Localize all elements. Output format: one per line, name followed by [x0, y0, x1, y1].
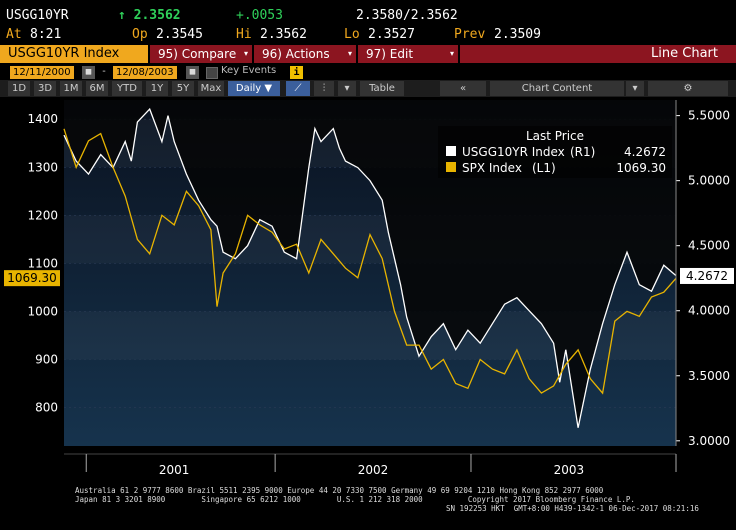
high-value: 2.3562: [260, 27, 307, 42]
prev-label: Prev: [454, 27, 486, 42]
calendar-icon[interactable]: ▦: [82, 66, 95, 79]
usgg-area-above: [64, 100, 676, 428]
left-tick-label: 900: [35, 353, 58, 367]
period-5y-button[interactable]: 5Y: [172, 81, 194, 96]
calendar-icon[interactable]: ▦: [186, 66, 199, 79]
right-tick-label: 4.5000: [688, 239, 730, 253]
spx-series-line: [63, 128, 677, 395]
security-field[interactable]: USGG10YR Index: [0, 45, 148, 63]
chevron-down-icon: ▾: [347, 49, 352, 58]
x-tick-label: 2001: [159, 463, 190, 477]
chart-content-button[interactable]: Chart Content: [490, 81, 624, 96]
chevron-down-icon[interactable]: ▾: [338, 81, 356, 96]
start-date-field[interactable]: 12/11/2000: [10, 66, 74, 79]
chevron-down-icon[interactable]: ▾: [626, 81, 644, 96]
period-3d-button[interactable]: 3D: [34, 81, 56, 96]
low-label: Lo: [344, 27, 360, 42]
info-icon[interactable]: i: [290, 66, 303, 79]
last-price: ↑ 2.3562: [118, 8, 181, 23]
collapse-left-icon[interactable]: «: [440, 81, 486, 96]
high-label: Hi: [236, 27, 252, 42]
compare-label: Compare: [181, 47, 237, 61]
actions-number: 96): [262, 47, 282, 61]
period-1d-button[interactable]: 1D: [8, 81, 30, 96]
legend-title: Last Price: [526, 129, 584, 143]
key-events-checkbox[interactable]: [206, 67, 218, 79]
chart-content-label: Chart Content: [521, 83, 593, 94]
period-ytd-button[interactable]: YTD: [112, 81, 142, 96]
right-tick-label: 3.0000: [688, 434, 730, 448]
legend-box: [438, 126, 672, 178]
legend-spx-name: SPX Index: [462, 161, 522, 175]
time-value: 8:21: [30, 27, 62, 42]
legend-usgg-last: 4.2672: [624, 145, 666, 159]
open-label: Op: [132, 27, 148, 42]
period-6m-button[interactable]: 6M: [86, 81, 108, 96]
legend-swatch-usgg: [446, 146, 456, 156]
end-date-field[interactable]: 12/08/2003: [113, 66, 177, 79]
edit-number: 97): [366, 47, 386, 61]
compare-button[interactable]: 95) Compare ▾: [150, 45, 252, 63]
period-1m-button[interactable]: 1M: [60, 81, 82, 96]
left-tick-label: 800: [35, 401, 58, 415]
x-tick-label: 2003: [554, 463, 585, 477]
bar-style-icon[interactable]: ⫶: [314, 81, 334, 96]
legend-swatch-spx: [446, 162, 456, 172]
edit-button[interactable]: 97) Edit ▾: [358, 45, 458, 63]
actions-button[interactable]: 96) Actions ▾: [254, 45, 356, 63]
compare-number: 95): [158, 47, 178, 61]
legend-spx-axis: (L1): [532, 161, 556, 175]
bid-ask: 2.3580/2.3562: [356, 8, 458, 23]
chart-type-label[interactable]: Line Chart: [460, 45, 736, 63]
time-label: At: [6, 27, 22, 42]
line-chart: 800 900 1000 1100 1200 1300 1400 3.0000 3.5000 4…: [4, 100, 734, 477]
period-max-button[interactable]: Max: [198, 81, 224, 96]
legend-usgg-name: USGG10YR Index: [462, 145, 565, 159]
chevron-down-icon: ▾: [243, 49, 248, 58]
ticker-symbol: USGG10YR: [6, 8, 69, 23]
right-tick-label: 5.0000: [688, 174, 730, 188]
line-chart-icon[interactable]: ⟋: [286, 81, 310, 96]
x-tick-label: 2002: [358, 463, 389, 477]
right-tick-label: 5.5000: [688, 109, 730, 123]
right-tick-label: 3.5000: [688, 369, 730, 383]
footer-line2: Japan 81 3 3201 8900 Singapore 65 6212 1…: [75, 495, 635, 504]
chevron-down-icon: ▾: [449, 49, 454, 58]
period-1y-button[interactable]: 1Y: [146, 81, 168, 96]
open-value: 2.3545: [156, 27, 203, 42]
actions-label: Actions: [285, 47, 330, 61]
prev-value: 2.3509: [494, 27, 541, 42]
legend-spx-last: 1069.30: [616, 161, 666, 175]
left-tick-label: 1200: [27, 208, 58, 222]
left-tick-label: 1400: [27, 112, 58, 126]
usgg-last-tag-label: 4.2672: [686, 269, 728, 283]
frequency-dropdown[interactable]: Daily ▼: [228, 81, 280, 96]
right-tick-label: 4.0000: [688, 304, 730, 318]
left-tick-label: 1100: [27, 256, 58, 270]
left-tick-label: 1000: [27, 304, 58, 318]
key-events-label: Key Events: [221, 65, 277, 76]
gear-icon[interactable]: ⚙: [648, 81, 728, 96]
footer-line3: SN 192253 HKT GMT+8:00 H439-1342-1 06-De…: [446, 504, 699, 513]
spx-last-tag-label: 1069.30: [7, 271, 57, 285]
date-dash: -: [101, 66, 108, 77]
left-tick-label: 1300: [27, 160, 58, 174]
edit-label: Edit: [389, 47, 414, 61]
footer-line1: Australia 61 2 9777 8600 Brazil 5511 239…: [75, 486, 604, 495]
spx-last-tag: [4, 270, 60, 287]
low-value: 2.3527: [368, 27, 415, 42]
price-change: +.0053: [236, 8, 283, 23]
usgg-last-tag: [680, 267, 734, 284]
legend-usgg-axis: (R1): [570, 145, 595, 159]
table-button[interactable]: Table: [360, 81, 404, 96]
